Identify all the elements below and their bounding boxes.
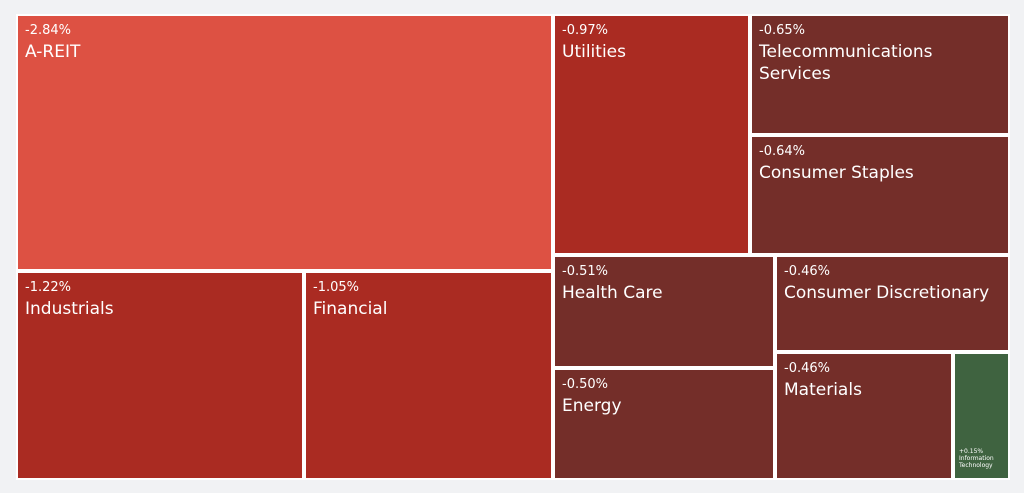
tile-a-reit[interactable]: -2.84% A-REIT — [16, 14, 553, 271]
tile-industrials[interactable]: -1.22% Industrials — [16, 271, 304, 480]
tile-change: -0.50% — [562, 377, 608, 392]
tile-financial[interactable]: -1.05% Financial — [304, 271, 553, 480]
tile-materials[interactable]: -0.46% Materials — [775, 352, 953, 480]
tile-label: Information Technology — [959, 455, 994, 469]
tile-label: Energy — [562, 396, 622, 416]
tile-change: -0.64% — [759, 144, 805, 159]
tile-label: Financial — [313, 299, 388, 319]
tile-label: Health Care — [562, 283, 663, 303]
tile-label: A-REIT — [25, 42, 81, 62]
tile-telecommunications-services[interactable]: -0.65% Telecommunications Services — [750, 14, 1010, 135]
tile-label: Consumer Discretionary — [784, 283, 990, 303]
tile-consumer-discretionary[interactable]: -0.46% Consumer Discretionary — [775, 255, 1010, 352]
tile-consumer-staples[interactable]: -0.64% Consumer Staples — [750, 135, 1010, 255]
tile-change: -1.22% — [25, 280, 71, 295]
tile-energy[interactable]: -0.50% Energy — [553, 368, 775, 480]
tile-information-technology[interactable]: +0.15% Information Technology — [953, 352, 1010, 480]
tile-change: -0.46% — [784, 361, 830, 376]
tile-health-care[interactable]: -0.51% Health Care — [553, 255, 775, 368]
tile-label: Telecommunications Services — [759, 42, 933, 84]
tile-label: Utilities — [562, 42, 626, 62]
tile-label: Industrials — [25, 299, 114, 319]
tile-change: -2.84% — [25, 23, 71, 38]
tile-utilities[interactable]: -0.97% Utilities — [553, 14, 750, 255]
treemap-chart: -2.84% A-REIT -0.97% Utilities -0.65% Te… — [16, 14, 1010, 480]
tile-label: Materials — [784, 380, 862, 400]
tile-label: Consumer Staples — [759, 163, 914, 183]
tile-change: -0.65% — [759, 23, 805, 38]
tile-change: -0.97% — [562, 23, 608, 38]
tile-change: -0.51% — [562, 264, 608, 279]
tile-change: +0.15% — [959, 448, 984, 455]
tile-change: -1.05% — [313, 280, 359, 295]
tile-change: -0.46% — [784, 264, 830, 279]
